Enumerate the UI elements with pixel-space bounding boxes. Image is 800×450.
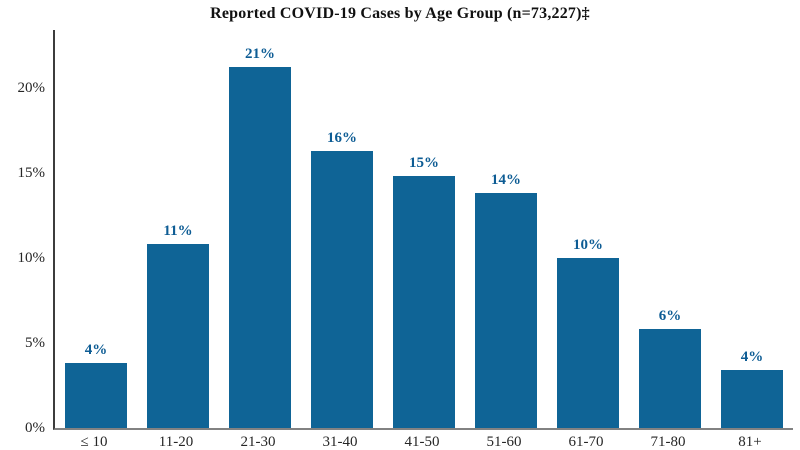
bar [475, 193, 537, 428]
bar-slot: 16% [301, 30, 383, 428]
y-tick-label: 15% [17, 164, 46, 181]
bar-value-label: 10% [573, 236, 603, 253]
bar-slot: 14% [465, 30, 547, 428]
x-tick-label: 81+ [738, 434, 762, 450]
x-tick-label: 71-80 [650, 434, 686, 450]
x-tick-label: 11-20 [158, 434, 194, 450]
bar-slot: 21% [219, 30, 301, 428]
bar-slot: 10% [547, 30, 629, 428]
bar-value-label: 11% [163, 223, 193, 240]
bar-slot: 6% [629, 30, 711, 428]
bar [229, 67, 291, 428]
bar-slot: 15% [383, 30, 465, 428]
bar [393, 176, 455, 428]
bar [311, 150, 373, 428]
y-tick-label: 0% [25, 420, 45, 436]
x-tick-label: 21-30 [240, 434, 276, 450]
x-tick-label: 41-50 [404, 434, 440, 450]
plot-area: 4% 11% 21% 16% 15% 14% 10% 6% 4% [53, 30, 793, 430]
x-tick-label: 51-60 [486, 434, 522, 450]
x-axis: ≤ 10 11-20 21-30 31-40 41-50 51-60 61-70 71-80 8… [53, 434, 791, 450]
bar-value-label: 16% [327, 129, 357, 146]
x-tick-label: 31-40 [322, 434, 358, 450]
bar-value-label: 6% [658, 308, 682, 325]
bar-value-label: 4% [740, 349, 764, 366]
bar [639, 329, 701, 428]
x-tick-label: 61-70 [568, 434, 604, 450]
y-tick-label: 5% [25, 334, 45, 351]
bar-slot: 4% [711, 30, 793, 428]
bar-slot: 11% [137, 30, 219, 428]
bar-value-label: 15% [409, 155, 439, 172]
bar-slot: 4% [55, 30, 137, 428]
y-tick-label: 20% [17, 79, 46, 96]
x-tick-label: ≤ 10 [80, 434, 108, 450]
bar-value-label: 21% [245, 46, 275, 63]
bars-container: 4% 11% 21% 16% 15% 14% 10% 6% 4% [55, 30, 793, 428]
y-tick-label: 10% [17, 249, 46, 266]
chart-title: Reported COVID-19 Cases by Age Group (n=… [210, 5, 590, 22]
bar [721, 370, 783, 428]
bar [65, 363, 127, 428]
bar-value-label: 14% [491, 172, 521, 189]
bar-value-label: 4% [84, 342, 108, 359]
bar [147, 244, 209, 428]
bar [557, 257, 619, 428]
